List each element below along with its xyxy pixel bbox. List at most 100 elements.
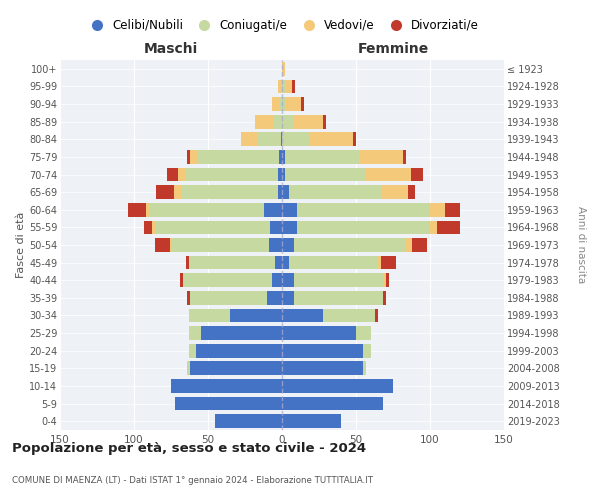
Bar: [149, 203, 264, 216]
Text: Maschi: Maschi: [144, 42, 198, 56]
Text: Femmine: Femmine: [358, 42, 428, 56]
Bar: [301, 97, 304, 111]
Bar: [281, 132, 282, 146]
Bar: [128, 203, 146, 216]
Bar: [197, 150, 279, 164]
Bar: [259, 132, 281, 146]
Bar: [156, 186, 174, 199]
Bar: [275, 256, 282, 270]
Bar: [175, 396, 282, 410]
Bar: [282, 274, 294, 287]
Bar: [200, 326, 282, 340]
Bar: [381, 256, 396, 270]
Bar: [286, 97, 301, 111]
Bar: [278, 80, 281, 94]
Bar: [171, 379, 282, 393]
Bar: [269, 238, 282, 252]
Text: COMUNE DI MAENZA (LT) - Dati ISTAT 1° gennaio 2024 - Elaborazione TUTTITALIA.IT: COMUNE DI MAENZA (LT) - Dati ISTAT 1° ge…: [12, 476, 373, 485]
Bar: [282, 203, 297, 216]
Bar: [282, 115, 294, 128]
Bar: [190, 291, 267, 304]
Bar: [272, 274, 282, 287]
Bar: [353, 132, 356, 146]
Bar: [167, 168, 178, 181]
Bar: [282, 308, 323, 322]
Bar: [273, 115, 282, 128]
Bar: [282, 168, 285, 181]
Bar: [215, 414, 282, 428]
Bar: [289, 256, 378, 270]
Bar: [282, 362, 364, 375]
Bar: [308, 132, 353, 146]
Bar: [189, 344, 196, 358]
Bar: [292, 80, 295, 94]
Bar: [381, 186, 408, 199]
Bar: [359, 150, 403, 164]
Bar: [278, 168, 282, 181]
Bar: [190, 150, 197, 164]
Bar: [145, 220, 152, 234]
Bar: [430, 203, 445, 216]
Bar: [189, 308, 230, 322]
Bar: [383, 291, 386, 304]
Bar: [152, 220, 155, 234]
Bar: [383, 274, 386, 287]
Bar: [183, 274, 272, 287]
Bar: [445, 203, 460, 216]
Bar: [181, 186, 278, 199]
Bar: [386, 274, 389, 287]
Bar: [282, 238, 294, 252]
Bar: [411, 168, 422, 181]
Bar: [187, 291, 190, 304]
Bar: [367, 168, 411, 181]
Bar: [323, 308, 375, 322]
Bar: [282, 220, 297, 234]
Bar: [437, 220, 460, 234]
Bar: [294, 115, 323, 128]
Bar: [155, 238, 170, 252]
Bar: [408, 186, 415, 199]
Bar: [282, 62, 285, 76]
Bar: [364, 344, 371, 358]
Bar: [323, 115, 326, 128]
Bar: [430, 220, 437, 234]
Text: Popolazione per età, sesso e stato civile - 2024: Popolazione per età, sesso e stato civil…: [12, 442, 366, 455]
Bar: [278, 186, 282, 199]
Bar: [186, 168, 278, 181]
Bar: [405, 238, 412, 252]
Bar: [267, 291, 282, 304]
Bar: [241, 132, 259, 146]
Bar: [297, 203, 430, 216]
Bar: [282, 186, 289, 199]
Bar: [282, 414, 341, 428]
Bar: [172, 238, 269, 252]
Bar: [294, 274, 383, 287]
Bar: [282, 80, 285, 94]
Bar: [356, 326, 371, 340]
Bar: [294, 238, 405, 252]
Bar: [174, 186, 181, 199]
Y-axis label: Anni di nascita: Anni di nascita: [577, 206, 586, 284]
Bar: [146, 203, 149, 216]
Bar: [256, 115, 273, 128]
Bar: [264, 203, 282, 216]
Bar: [180, 274, 183, 287]
Bar: [230, 308, 282, 322]
Bar: [289, 186, 381, 199]
Bar: [189, 256, 275, 270]
Bar: [285, 150, 359, 164]
Bar: [189, 326, 200, 340]
Legend: Celibi/Nubili, Coniugati/e, Vedovi/e, Divorziati/e: Celibi/Nubili, Coniugati/e, Vedovi/e, Di…: [80, 14, 484, 36]
Bar: [282, 97, 286, 111]
Bar: [412, 238, 427, 252]
Bar: [282, 396, 383, 410]
Y-axis label: Fasce di età: Fasce di età: [16, 212, 26, 278]
Bar: [282, 256, 289, 270]
Bar: [285, 80, 292, 94]
Bar: [375, 308, 378, 322]
Bar: [297, 220, 430, 234]
Bar: [279, 150, 282, 164]
Bar: [294, 291, 383, 304]
Bar: [178, 168, 186, 181]
Bar: [282, 344, 364, 358]
